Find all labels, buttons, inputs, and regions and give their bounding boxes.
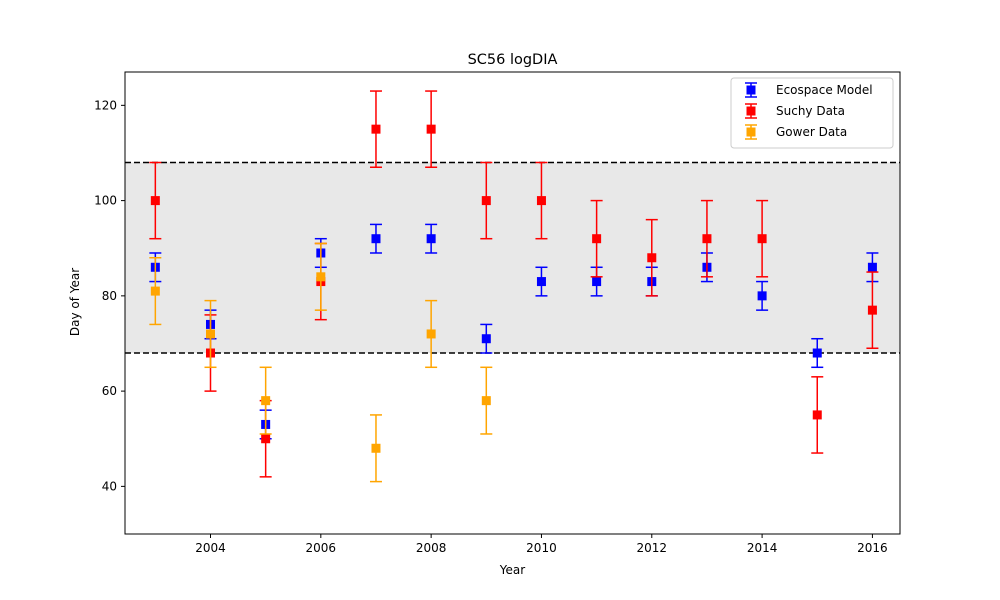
y-tick-label: 60 (102, 384, 117, 398)
data-point (757, 291, 767, 301)
data-point (647, 253, 657, 263)
data-point (426, 124, 436, 134)
x-tick-label: 2004 (195, 541, 226, 555)
data-point (426, 234, 436, 244)
x-tick-label: 2014 (747, 541, 778, 555)
axes-frame (124, 71, 901, 535)
data-point (592, 234, 602, 244)
data-point (812, 410, 822, 420)
data-point (867, 262, 877, 272)
y-tick-label: 80 (102, 289, 117, 303)
y-tick-label: 120 (94, 98, 117, 112)
x-tick-label: 2012 (637, 541, 668, 555)
data-point (481, 396, 491, 406)
x-axis-label: Year (499, 563, 525, 577)
legend-marker-icon (746, 106, 756, 116)
data-point (757, 234, 767, 244)
y-tick-label: 100 (94, 194, 117, 208)
data-point (371, 234, 381, 244)
y-axis-label: Day of Year (68, 268, 82, 336)
y-tick-label: 40 (102, 479, 117, 493)
data-point (150, 286, 160, 296)
reference-band (125, 162, 900, 354)
data-point (371, 124, 381, 134)
data-point (426, 329, 436, 339)
legend-item-ecospace-model: Ecospace Model (745, 82, 873, 98)
data-point (316, 272, 326, 282)
legend-marker-icon (746, 127, 756, 137)
data-point (150, 196, 160, 206)
legend-item-gower-data: Gower Data (745, 124, 847, 140)
legend-label: Ecospace Model (776, 83, 873, 97)
legend-label: Gower Data (776, 125, 847, 139)
axes: 2004 2006 2008 2010 2012 2014 2016 40 60 80 100 120 (94, 71, 901, 555)
chart-title: SC56 logDIA (468, 52, 558, 68)
data-point (261, 396, 271, 406)
plot-area (125, 90, 900, 483)
legend-label: Suchy Data (776, 104, 845, 118)
data-point (205, 329, 215, 339)
legend: Ecospace Model Suchy Data Gower Data (730, 77, 894, 149)
data-point (867, 305, 877, 315)
data-point (592, 277, 602, 287)
x-tick-label: 2016 (857, 541, 888, 555)
legend-marker-icon (746, 85, 756, 95)
data-point (702, 234, 712, 244)
data-point (481, 196, 491, 206)
data-point (536, 277, 546, 287)
data-point (261, 434, 271, 444)
x-tick-label: 2006 (306, 541, 337, 555)
legend-item-suchy-data: Suchy Data (745, 103, 845, 119)
legend-box (730, 77, 894, 149)
data-point (481, 334, 491, 344)
series-gower-data (149, 242, 493, 483)
x-tick-label: 2010 (526, 541, 557, 555)
data-point (536, 196, 546, 206)
x-tick-label: 2008 (416, 541, 447, 555)
data-point (812, 348, 822, 358)
data-point (371, 443, 381, 453)
